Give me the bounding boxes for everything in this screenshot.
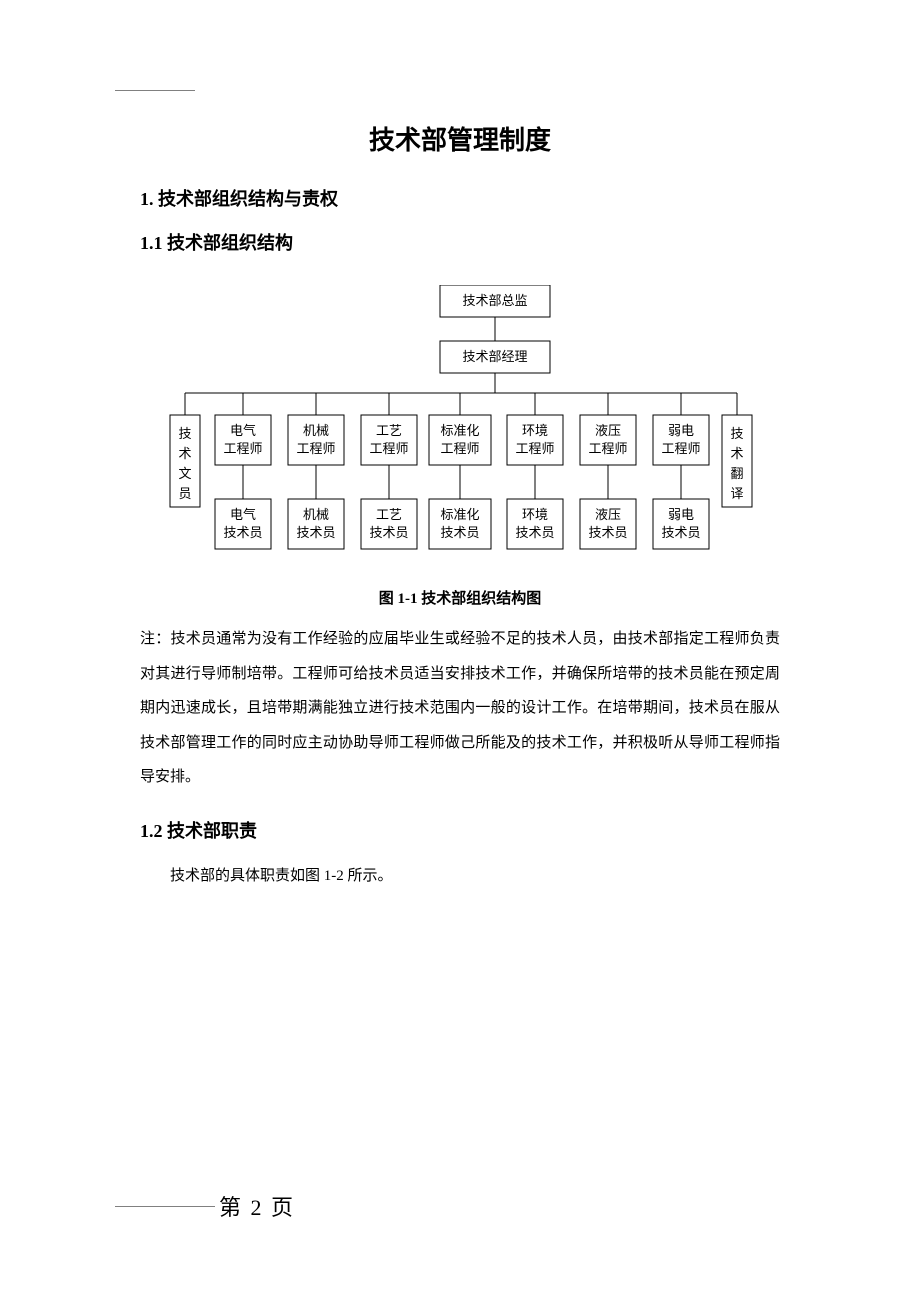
header-rule-decoration [115,90,195,91]
svg-text:翻: 翻 [730,466,743,481]
svg-text:技术员: 技术员 [296,525,335,540]
footer-rule-decoration [115,1206,215,1207]
svg-text:工艺: 工艺 [376,507,402,522]
svg-text:术: 术 [730,446,743,461]
svg-text:技术员: 技术员 [588,525,627,540]
svg-text:液压: 液压 [595,423,621,438]
org-chart: 技术部总监技术部经理技术文员电气工程师电气技术员机械工程师机械技术员工艺工程师工… [140,285,780,569]
svg-text:机械: 机械 [303,423,329,438]
figure-caption: 图 1-1 技术部组织结构图 [140,587,780,608]
svg-text:弱电: 弱电 [668,507,694,522]
svg-text:文: 文 [178,466,191,481]
svg-text:工艺: 工艺 [376,423,402,438]
section-1-2-heading: 1.2 技术部职责 [140,817,780,843]
svg-text:电气: 电气 [230,507,256,522]
svg-text:技术员: 技术员 [223,525,262,540]
svg-text:工程师: 工程师 [296,441,335,456]
document-page: 技术部管理制度 1. 技术部组织结构与责权 1.1 技术部组织结构 技术部总监技… [0,0,920,1302]
svg-text:标准化: 标准化 [440,507,479,522]
svg-text:技: 技 [178,426,191,441]
svg-text:技术员: 技术员 [515,525,554,540]
page-number: 第 2 页 [219,1190,295,1222]
svg-text:工程师: 工程师 [440,441,479,456]
svg-text:机械: 机械 [303,507,329,522]
svg-text:员: 员 [178,486,191,501]
svg-text:工程师: 工程师 [515,441,554,456]
svg-text:译: 译 [730,486,743,501]
svg-text:电气: 电气 [230,423,256,438]
svg-text:技: 技 [730,426,743,441]
svg-text:环境: 环境 [522,507,548,522]
page-title: 技术部管理制度 [140,0,780,157]
svg-text:弱电: 弱电 [668,423,694,438]
svg-text:术: 术 [178,446,191,461]
svg-text:液压: 液压 [595,507,621,522]
org-chart-svg: 技术部总监技术部经理技术文员电气工程师电气技术员机械工程师机械技术员工艺工程师工… [140,285,780,569]
svg-text:工程师: 工程师 [369,441,408,456]
svg-text:工程师: 工程师 [223,441,262,456]
svg-text:标准化: 标准化 [440,423,479,438]
note-paragraph: 注：技术员通常为没有工作经验的应届毕业生或经验不足的技术人员，由技术部指定工程师… [140,622,780,795]
svg-text:技术部经理: 技术部经理 [462,349,527,364]
svg-text:技术员: 技术员 [369,525,408,540]
svg-text:技术部总监: 技术部总监 [462,293,527,308]
section-1-1-heading: 1.1 技术部组织结构 [140,229,780,255]
section-1-2-body: 技术部的具体职责如图 1-2 所示。 [140,861,780,891]
svg-text:工程师: 工程师 [661,441,700,456]
section-1-heading: 1. 技术部组织结构与责权 [140,185,780,211]
svg-text:技术员: 技术员 [661,525,700,540]
svg-text:工程师: 工程师 [588,441,627,456]
svg-text:环境: 环境 [522,423,548,438]
page-footer: 第 2 页 [115,1190,295,1222]
svg-text:技术员: 技术员 [440,525,479,540]
